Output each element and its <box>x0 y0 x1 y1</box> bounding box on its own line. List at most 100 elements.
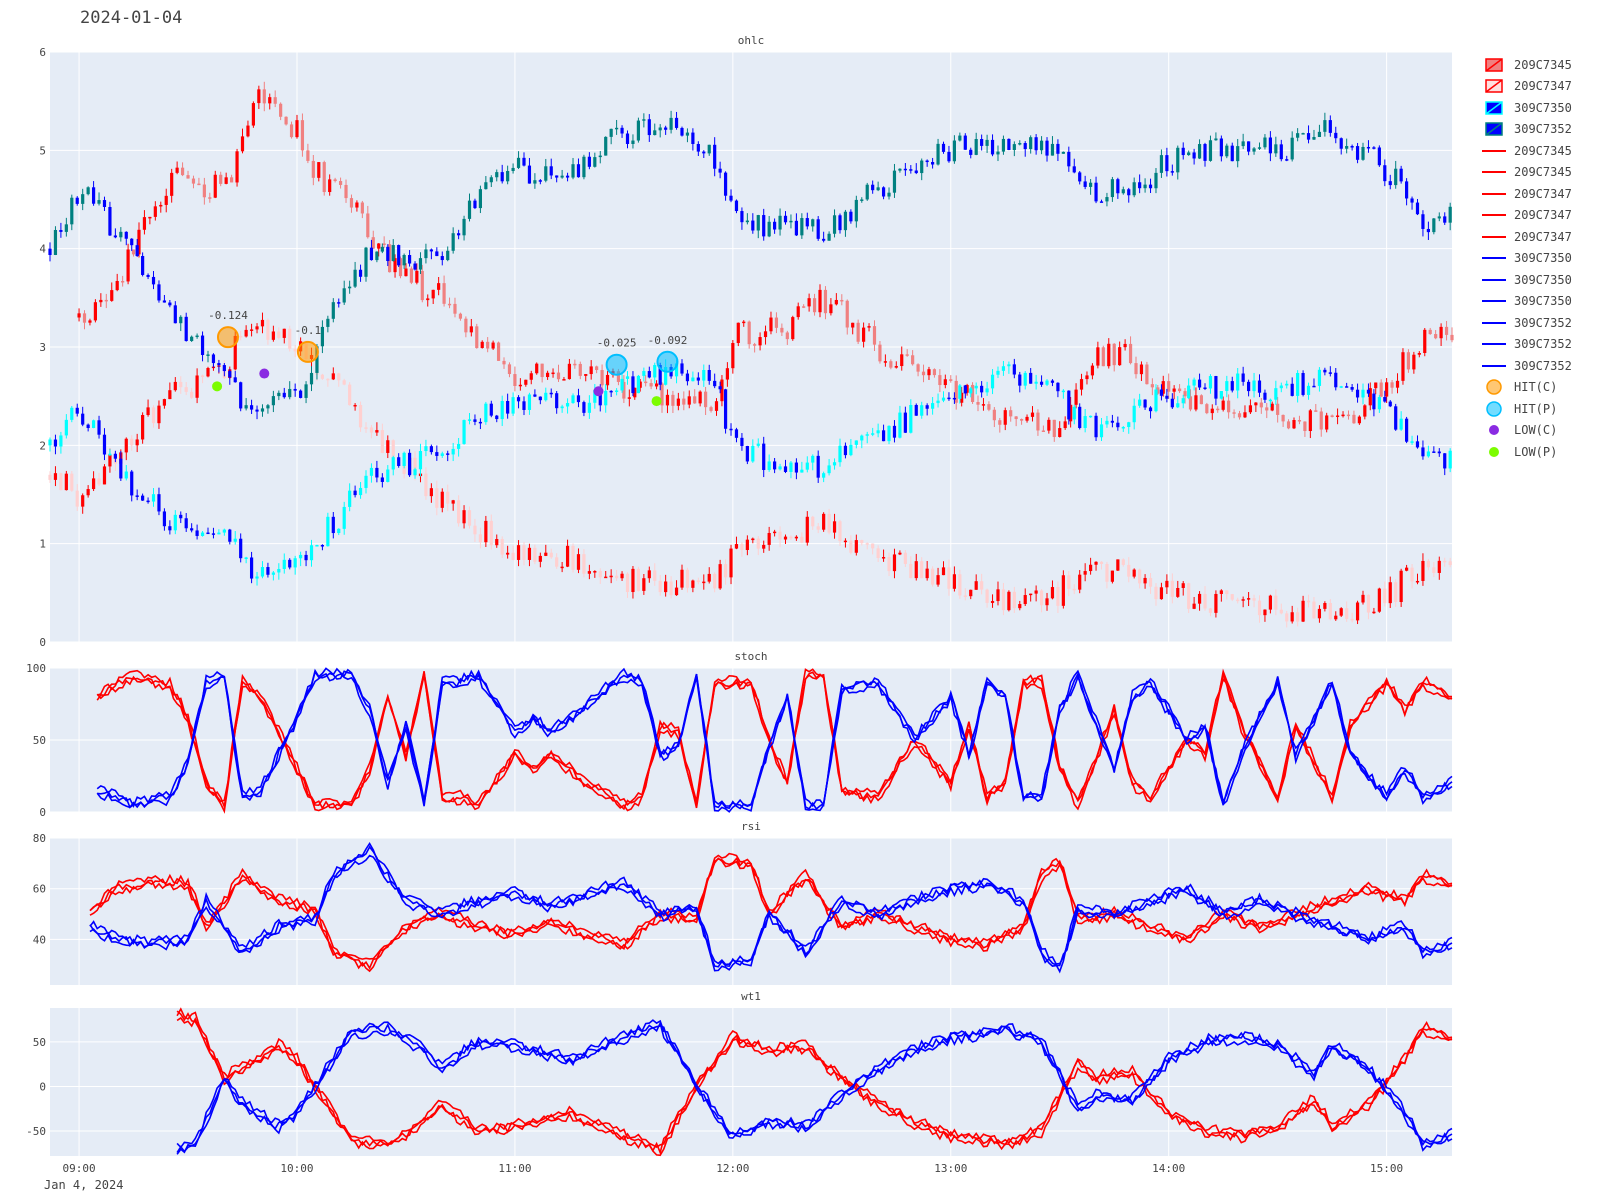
candle-body <box>1029 137 1033 150</box>
candle-body <box>1181 147 1185 156</box>
candle-body <box>522 401 526 410</box>
legend-item[interactable]: 209C7345 <box>1480 162 1596 184</box>
candle-body <box>1018 374 1022 386</box>
candle-body <box>720 379 724 402</box>
candle-body <box>620 127 624 134</box>
candle-body <box>1268 595 1272 610</box>
candle-body <box>745 539 749 550</box>
candle-body <box>969 149 973 155</box>
legend-item[interactable]: 209C7347 <box>1480 205 1596 227</box>
candle-body <box>816 455 820 478</box>
legend-item[interactable]: LOW(P) <box>1480 441 1596 463</box>
candle-body <box>435 251 439 257</box>
candle-body <box>1154 586 1158 600</box>
candle-body <box>925 568 929 579</box>
legend-item[interactable]: 309C7350 <box>1480 291 1596 313</box>
legend-item[interactable]: HIT(P) <box>1480 398 1596 420</box>
y-tick-label: 40 <box>33 933 46 946</box>
candle-body <box>369 467 374 476</box>
candle-body <box>1247 598 1251 600</box>
candle-body <box>366 213 370 238</box>
candle-body <box>1350 618 1354 621</box>
candle-body <box>175 167 179 173</box>
candle-body <box>1225 145 1229 157</box>
candle-body <box>1210 408 1214 414</box>
candle-body <box>1368 388 1372 406</box>
legend-item[interactable]: 309C7352 <box>1480 312 1596 334</box>
candle-body <box>709 407 713 411</box>
candle-body <box>1432 218 1436 233</box>
candle-body <box>843 211 848 231</box>
candle-body <box>1041 430 1045 432</box>
candle-body <box>1034 590 1038 594</box>
candle-body <box>582 402 586 413</box>
candle-body <box>773 221 777 230</box>
candle-body <box>1421 214 1425 229</box>
candle-body <box>451 233 455 251</box>
legend-item[interactable]: 309C7352 <box>1480 119 1596 141</box>
candle-body <box>916 364 920 372</box>
candle-body <box>980 139 984 146</box>
candle-body <box>233 538 237 542</box>
candle-body <box>464 318 468 333</box>
candle-body <box>486 341 490 349</box>
candle-body <box>230 177 234 183</box>
candle-body <box>142 217 147 230</box>
legend-item[interactable]: 309C7350 <box>1480 248 1596 270</box>
candle-body <box>649 383 653 387</box>
candle-body <box>805 516 809 543</box>
candle-body <box>595 366 599 371</box>
candle-body <box>331 516 335 534</box>
candle-body <box>1388 181 1392 186</box>
candle-body <box>1176 587 1180 597</box>
candle-body <box>647 119 651 136</box>
candle-body <box>491 342 495 349</box>
candle-body <box>1417 352 1421 355</box>
candle-body <box>1394 582 1398 603</box>
candle-body <box>582 156 586 178</box>
candle-body <box>1094 182 1098 202</box>
legend-item[interactable]: HIT(C) <box>1480 377 1596 399</box>
legend-item[interactable]: 309C7350 <box>1480 97 1596 119</box>
candle-body <box>1127 564 1131 577</box>
candle-body <box>1132 569 1136 577</box>
candle-body <box>1263 137 1267 148</box>
panel-stoch: 0 50 100 stoch <box>26 650 1453 819</box>
legend-item[interactable]: 309C7350 <box>1480 269 1596 291</box>
candle-body <box>952 397 956 400</box>
candle-body <box>282 328 286 338</box>
candle-body <box>1089 182 1093 187</box>
candle-body <box>725 368 729 380</box>
legend-item[interactable]: 209C7347 <box>1480 183 1596 205</box>
candle-body <box>244 405 248 409</box>
candle-body <box>565 545 570 567</box>
candle-body <box>331 302 335 319</box>
legend-label: 209C7347 <box>1514 79 1572 94</box>
candle-body <box>1334 372 1338 388</box>
candle-body <box>446 453 450 455</box>
candle-body <box>235 151 239 183</box>
legend-item[interactable]: LOW(C) <box>1480 420 1596 442</box>
candle-body <box>1219 138 1223 157</box>
legend-item[interactable]: 309C7352 <box>1480 334 1596 356</box>
candle-body <box>113 235 117 238</box>
candle-body <box>1067 575 1071 589</box>
legend-item[interactable]: 209C7347 <box>1480 76 1596 98</box>
candle-body <box>762 215 766 237</box>
legend-item[interactable]: 209C7345 <box>1480 54 1596 76</box>
candle-body <box>1159 155 1164 173</box>
legend-item[interactable]: 209C7347 <box>1480 226 1596 248</box>
candle-body <box>1317 131 1322 137</box>
candle-body <box>59 435 63 447</box>
candle-body <box>1061 575 1065 606</box>
candle-body <box>1328 372 1332 374</box>
candle-body <box>249 405 254 410</box>
candle-body <box>587 402 591 413</box>
legend-item[interactable]: 309C7352 <box>1480 355 1596 377</box>
candle-body <box>947 151 951 162</box>
legend-label: 309C7352 <box>1514 315 1572 330</box>
chart-legend[interactable]: 209C7345 209C7347 309C7350 309C7352 209C7345… <box>1480 54 1596 463</box>
legend-item[interactable]: 209C7345 <box>1480 140 1596 162</box>
candle-body <box>1374 382 1378 389</box>
